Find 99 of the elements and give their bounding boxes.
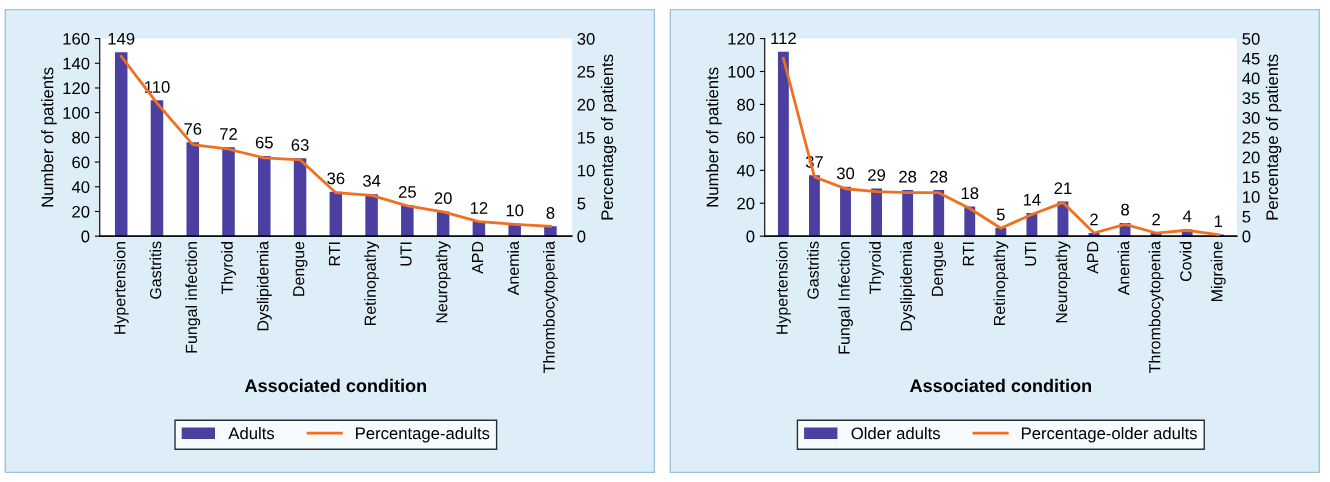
data-label: 30 [836, 167, 855, 180]
y-tick-label: 120 [728, 32, 755, 45]
y-tick-label: 0 [746, 230, 755, 243]
x-tick-label: RTI [962, 242, 974, 266]
y2-tick-label: 45 [1242, 52, 1260, 65]
data-label: 14 [1023, 194, 1041, 206]
data-label: 2 [1090, 213, 1098, 226]
x-tick-label: Anemia [507, 241, 519, 296]
y2-tick-label: 20 [577, 98, 595, 111]
y2-tick-label: 25 [577, 65, 595, 78]
y2-tick-label: 50 [1242, 32, 1260, 45]
y2-axis-title: Percentage of patients [1265, 54, 1282, 220]
y-tick-label: 40 [736, 164, 755, 177]
y2-tick-label: 35 [1242, 92, 1260, 105]
y-tick-label: 0 [81, 230, 90, 243]
data-label: 28 [930, 170, 948, 183]
y-axis-title: Number of patients [41, 67, 57, 207]
y2-tick-label: 0 [577, 230, 586, 243]
y-tick-label: 40 [71, 181, 90, 193]
x-tick-label: Dengue [931, 241, 947, 296]
x-axis-title: Associated condition [909, 378, 1092, 393]
x-axis-title: Associated condition [244, 378, 427, 393]
x-tick-label: Thrombocytopenia [1148, 241, 1164, 373]
data-label: 2 [1152, 213, 1160, 226]
x-tick-label: UTI [1025, 242, 1037, 266]
x-tick-label: Retinopathy [364, 241, 380, 325]
x-tick-label: Hypertension [113, 242, 129, 334]
y2-axis-title: Percentage of patients [600, 54, 617, 220]
y-tick-label: 80 [737, 98, 755, 111]
x-tick-label: Retinopathy [993, 241, 1009, 325]
y2-tick-label: 15 [1243, 171, 1260, 184]
y2-tick-label: 15 [578, 131, 595, 144]
data-label: 76 [184, 123, 202, 135]
data-label: 149 [108, 32, 135, 45]
data-label: 25 [398, 186, 416, 198]
data-label: 12 [470, 202, 488, 214]
y2-tick-label: 5 [1242, 210, 1251, 223]
x-tick-label: Neuropathy [435, 241, 451, 323]
y2-tick-label: 10 [578, 164, 595, 177]
x-tick-label: Gastritis [149, 241, 162, 299]
data-label: 10 [506, 204, 524, 217]
legend-label: Older adults [851, 426, 941, 440]
x-tick-label: Dengue [293, 241, 308, 296]
x-tick-label: Hypertension [775, 242, 791, 334]
legend-label: Adults [228, 426, 275, 440]
data-label: 20 [434, 192, 452, 205]
data-label: 112 [771, 32, 796, 45]
x-tick-label: Dyslipidemia [900, 241, 916, 331]
y2-tick-label: 30 [1242, 112, 1260, 124]
y-tick-label: 60 [737, 131, 755, 144]
y-tick-label: 160 [63, 32, 90, 45]
y2-tick-label: 25 [1242, 131, 1260, 144]
y-tick-label: 120 [63, 82, 90, 95]
data-label: 8 [546, 207, 555, 219]
y2-tick-label: 20 [1242, 151, 1260, 164]
data-label: 110 [144, 81, 170, 93]
x-tick-label: Dyslipidemia [256, 241, 272, 331]
data-label: 8 [1121, 203, 1129, 216]
legend-label: Percentage-older adults [1021, 426, 1197, 443]
y-tick-label: 60 [72, 156, 90, 169]
x-tick-label: RTI [328, 242, 340, 266]
data-label: 72 [220, 127, 237, 140]
x-tick-label: APD [472, 241, 484, 274]
data-label: 65 [255, 136, 273, 149]
x-tick-label: Gastritis [807, 241, 819, 299]
x-tick-label: Thrombocytopenia [542, 241, 558, 373]
data-label: 36 [327, 172, 345, 185]
data-label: 34 [362, 174, 381, 187]
x-tick-label: UTI [400, 242, 412, 266]
x-tick-label: Thyroid [221, 242, 236, 294]
legend-label: Percentage-adults [356, 426, 490, 443]
x-tick-label: Migraine [1210, 241, 1226, 301]
y2-tick-label: 30 [577, 32, 595, 45]
data-label: 1 [1214, 215, 1223, 227]
data-label: 5 [996, 208, 1005, 221]
data-label: 21 [1054, 182, 1072, 194]
data-label: 4 [1182, 210, 1192, 222]
x-tick-label: APD [1087, 241, 1099, 274]
data-label: 63 [291, 139, 309, 151]
x-tick-label: Fungal Infection [838, 242, 853, 354]
x-tick-label: Fungal infection [185, 242, 201, 353]
x-tick-label: Anemia [1117, 241, 1130, 296]
y-tick-label: 20 [737, 197, 755, 210]
y-tick-label: 100 [63, 107, 90, 119]
y-tick-label: 140 [63, 57, 90, 70]
y-axis-title: Number of patients [706, 67, 722, 207]
x-tick-label: Thyroid [869, 242, 885, 294]
data-label: 28 [899, 170, 917, 183]
y2-tick-label: 5 [577, 197, 586, 210]
x-tick-label: Covid [1179, 242, 1192, 282]
y2-tick-label: 0 [1242, 230, 1251, 243]
data-label: 18 [961, 187, 979, 200]
x-tick-label: Neuropathy [1055, 241, 1071, 323]
y-tick-label: 80 [72, 131, 90, 144]
y2-tick-label: 10 [1243, 191, 1260, 203]
y-tick-label: 20 [72, 205, 90, 218]
y2-tick-label: 40 [1242, 72, 1260, 85]
y-tick-label: 100 [728, 65, 755, 78]
data-label: 29 [868, 169, 886, 181]
